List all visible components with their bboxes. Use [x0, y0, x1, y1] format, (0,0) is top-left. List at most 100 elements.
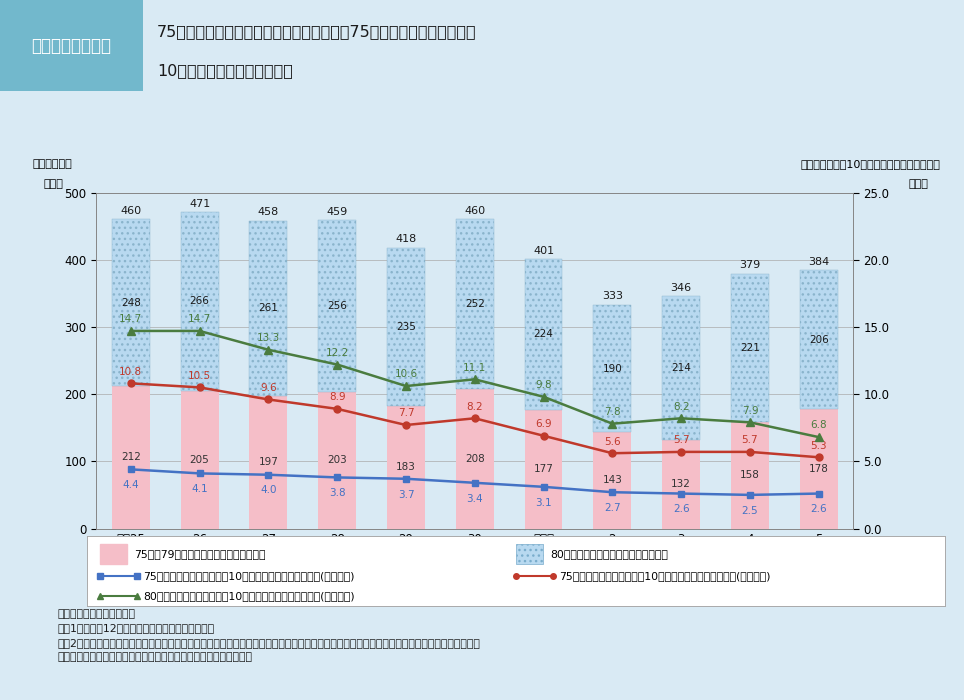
Text: 5.7: 5.7	[741, 435, 759, 445]
Bar	[594, 304, 631, 433]
Text: 7.8: 7.8	[604, 407, 621, 417]
Text: 346: 346	[671, 283, 692, 293]
Bar	[112, 219, 149, 386]
Text: 458: 458	[257, 207, 279, 218]
Text: 8.9: 8.9	[329, 392, 345, 402]
Text: 10.5: 10.5	[188, 371, 211, 381]
Text: 2.6: 2.6	[673, 504, 689, 514]
Text: 75歳未満の運転免許保有者10万人当たりの死亡事故件数(右目盛り): 75歳未満の運転免許保有者10万人当たりの死亡事故件数(右目盛り)	[144, 571, 355, 581]
Text: 運転免許保有者10万人当たりの死亡事故件数: 運転免許保有者10万人当たりの死亡事故件数	[800, 159, 940, 169]
Text: 224: 224	[534, 329, 553, 340]
Bar	[456, 389, 494, 528]
Text: 266: 266	[190, 296, 209, 307]
Text: 333: 333	[602, 291, 623, 302]
Text: 379: 379	[739, 260, 761, 270]
Text: 75歳以上の運転者による死亡事故件数及び75歳以上の運転免許保有者: 75歳以上の運転者による死亡事故件数及び75歳以上の運転免許保有者	[157, 25, 477, 39]
Bar	[516, 544, 543, 564]
Bar	[388, 248, 425, 405]
Text: 183: 183	[396, 462, 415, 472]
Text: 5.7: 5.7	[673, 435, 689, 445]
Text: 197: 197	[258, 457, 279, 468]
Bar	[524, 259, 562, 410]
Bar	[180, 391, 219, 528]
Text: 2.5: 2.5	[741, 505, 759, 516]
Text: 471: 471	[189, 199, 210, 209]
Text: 190: 190	[602, 363, 622, 374]
Text: 6.9: 6.9	[535, 419, 551, 429]
Text: 261: 261	[258, 303, 279, 314]
Text: 2.7: 2.7	[604, 503, 621, 513]
Text: 9.6: 9.6	[260, 383, 277, 393]
Text: 10万人当たりの死亡事故件数: 10万人当たりの死亡事故件数	[157, 64, 293, 78]
Text: 4.0: 4.0	[260, 486, 277, 496]
Text: 75歳～79歳の運転者による死亡事故件数: 75歳～79歳の運転者による死亡事故件数	[134, 549, 265, 559]
Text: 3.4: 3.4	[467, 494, 483, 503]
Text: （件）: （件）	[43, 179, 64, 189]
Text: 7.7: 7.7	[398, 408, 415, 419]
Text: 2.6: 2.6	[811, 504, 827, 514]
Text: 10.8: 10.8	[120, 367, 143, 377]
Bar	[662, 296, 700, 440]
Text: 214: 214	[671, 363, 691, 373]
Text: 資料：警察庁統計による。
（注1）各年は12月末の運転免許保有者数である。
（注2）第１当事者（最初に交通事故に関与した事故当事者のうち最も過失の重い者）が原付: 資料：警察庁統計による。 （注1）各年は12月末の運転免許保有者数である。 （注…	[58, 609, 481, 662]
Text: 132: 132	[671, 479, 691, 489]
Bar	[250, 396, 287, 528]
Text: 418: 418	[395, 234, 416, 244]
Text: 10.6: 10.6	[394, 370, 417, 379]
Text: 80歳以上の運転者による死亡事故件数: 80歳以上の運転者による死亡事故件数	[550, 549, 668, 559]
Text: 80歳以上の運転免許保有者10万人当たりの死亡事故件数(右目盛り): 80歳以上の運転免許保有者10万人当たりの死亡事故件数(右目盛り)	[144, 591, 355, 601]
Text: 3.1: 3.1	[535, 498, 551, 508]
Bar	[318, 220, 356, 392]
Bar	[318, 392, 356, 528]
Text: 9.8: 9.8	[535, 380, 551, 390]
Bar	[112, 386, 149, 528]
Text: 6.8: 6.8	[811, 421, 827, 430]
Text: 14.7: 14.7	[188, 314, 211, 324]
Bar	[180, 212, 219, 391]
Text: 13.3: 13.3	[256, 333, 280, 343]
Text: 75歳以上の運転免許保有者10万人当たりの死亡事故件数(右目盛り): 75歳以上の運転免許保有者10万人当たりの死亡事故件数(右目盛り)	[559, 571, 771, 581]
Bar	[250, 220, 287, 396]
Text: 5.3: 5.3	[811, 440, 827, 451]
Bar	[388, 405, 425, 528]
Text: 図１－２－４－８: 図１－２－４－８	[32, 36, 111, 55]
Bar	[524, 410, 562, 528]
Text: 235: 235	[396, 321, 415, 332]
Text: 206: 206	[809, 335, 829, 344]
Bar	[800, 409, 838, 528]
Text: 8.2: 8.2	[467, 402, 483, 412]
Bar	[594, 433, 631, 528]
Text: 8.2: 8.2	[673, 402, 689, 412]
Text: 256: 256	[327, 301, 347, 311]
Text: 248: 248	[120, 298, 141, 308]
Text: 158: 158	[740, 470, 760, 480]
Text: 205: 205	[190, 454, 209, 465]
Bar	[662, 440, 700, 528]
Text: 5.6: 5.6	[604, 437, 621, 447]
Bar	[731, 422, 769, 528]
Text: 14.7: 14.7	[120, 314, 143, 324]
Text: 401: 401	[533, 246, 554, 256]
Text: （件）: （件）	[909, 179, 929, 189]
Text: 4.1: 4.1	[191, 484, 208, 494]
Text: 143: 143	[602, 475, 623, 486]
Text: 212: 212	[120, 452, 141, 462]
FancyBboxPatch shape	[0, 0, 143, 91]
Text: 178: 178	[809, 463, 829, 474]
Text: 459: 459	[327, 206, 348, 217]
Text: 177: 177	[534, 464, 553, 474]
Text: 221: 221	[740, 343, 760, 353]
Text: 3.7: 3.7	[398, 489, 415, 500]
Text: 460: 460	[465, 206, 485, 216]
Bar	[99, 544, 127, 564]
Text: 11.1: 11.1	[463, 363, 487, 372]
Text: 4.4: 4.4	[122, 480, 139, 490]
Text: 3.8: 3.8	[329, 488, 345, 498]
Bar	[800, 270, 838, 409]
Bar	[456, 219, 494, 388]
Text: 208: 208	[465, 454, 485, 463]
Text: 252: 252	[465, 299, 485, 309]
Text: 384: 384	[808, 257, 829, 267]
Text: 死亡事故件数: 死亡事故件数	[32, 159, 72, 169]
Text: 12.2: 12.2	[326, 348, 349, 358]
